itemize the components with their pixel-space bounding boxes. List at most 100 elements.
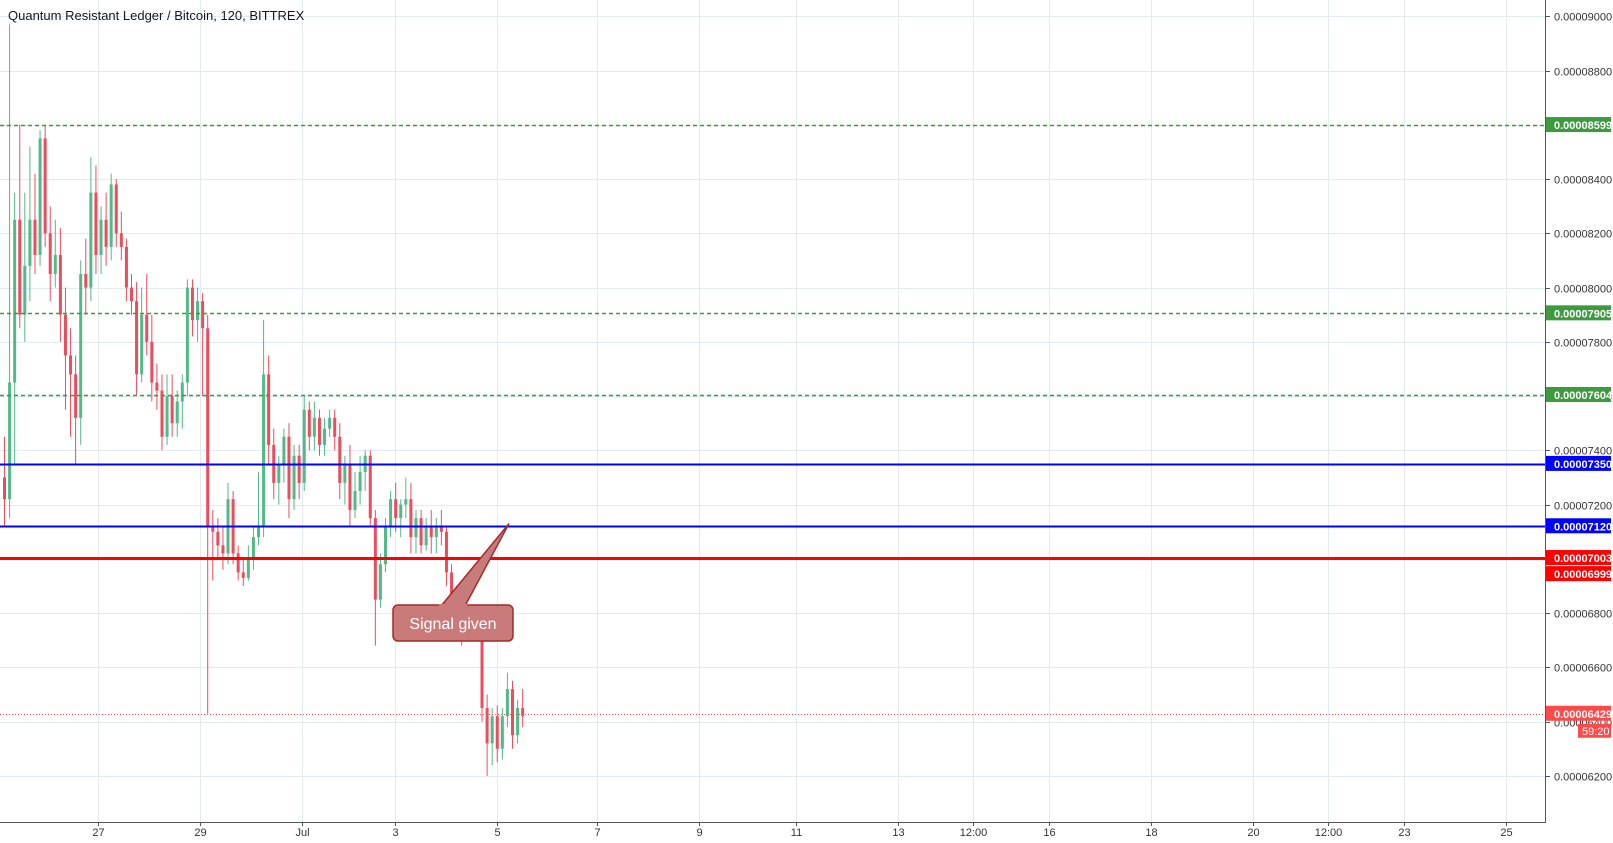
candle-body: [39, 138, 42, 255]
candle-body: [166, 396, 169, 437]
candle-body: [191, 288, 194, 321]
candle-body: [293, 456, 296, 499]
candle-body: [49, 233, 52, 274]
candle-down[interactable]: [369, 450, 372, 526]
candle-body: [221, 545, 224, 553]
candle-body: [33, 220, 36, 255]
candle-body: [120, 233, 123, 247]
candle-body: [282, 437, 285, 464]
price-tag-text: 0.00007905: [1554, 308, 1612, 320]
candle-up[interactable]: [79, 260, 82, 444]
candle-body: [511, 689, 514, 735]
price-tick-label: 0.00006600: [1554, 663, 1612, 675]
price-tick-label: 0.00006800: [1554, 609, 1612, 621]
time-tick-label: 11: [791, 827, 802, 838]
time-tick-label: 9: [696, 827, 702, 838]
level-price-tag: 0.00008599: [1546, 117, 1612, 132]
time-tick-label: 23: [1398, 827, 1410, 838]
annotation-text: Signal given: [409, 616, 496, 633]
price-tick-label: 0.00006200: [1554, 772, 1612, 784]
candle-body: [389, 499, 392, 526]
candle-body: [176, 402, 179, 424]
time-tick-label: 25: [1500, 827, 1512, 838]
candle-body: [125, 247, 128, 288]
candle-body: [516, 708, 519, 735]
last-price-tag: 0.00006429: [1546, 706, 1612, 721]
candle-body: [216, 532, 219, 546]
price-tick-label: 0.00007800: [1554, 338, 1612, 350]
candle-body: [18, 220, 21, 315]
candle-body: [186, 288, 189, 383]
time-tick-label: 3: [392, 827, 398, 838]
candle-body: [379, 564, 382, 599]
candle-body: [323, 429, 326, 445]
price-tag-text: 0.00007120: [1554, 521, 1612, 533]
candle-body: [155, 383, 158, 391]
candle-up[interactable]: [303, 396, 306, 491]
candle-body: [201, 301, 204, 328]
candle-body: [130, 288, 133, 302]
annotation-joint: [439, 604, 467, 608]
price-tag-text: 0.00007003: [1554, 553, 1612, 565]
candle-body: [44, 138, 47, 233]
candle-up[interactable]: [186, 279, 189, 396]
candle-body: [496, 716, 499, 749]
price-tag-text: 0.00006999: [1554, 569, 1612, 581]
candle-body: [110, 184, 113, 246]
time-tick-label: 12:00: [960, 827, 988, 838]
candle-body: [333, 418, 336, 437]
candle-body: [267, 374, 270, 445]
candle-body: [237, 553, 240, 572]
candle-body: [287, 437, 290, 499]
price-tag-text: 0.00006429: [1554, 709, 1612, 721]
candle-body: [181, 383, 184, 402]
candle-body: [338, 437, 341, 483]
candle-body: [318, 418, 321, 445]
time-tick-label: 27: [92, 827, 104, 838]
candle-body: [409, 499, 412, 537]
candle-body: [486, 708, 489, 743]
candle-body: [252, 537, 255, 559]
time-tick-label: 20: [1247, 827, 1259, 838]
candle-down[interactable]: [232, 491, 235, 564]
price-tag-text: 0.00007350: [1554, 459, 1612, 471]
candle-body: [3, 477, 6, 499]
candle-body: [328, 418, 331, 429]
candle-body: [28, 220, 31, 266]
candle-body: [160, 391, 163, 437]
price-tick-label: 0.00008200: [1554, 229, 1612, 241]
candle-body: [359, 472, 362, 491]
time-tick-label: 13: [892, 827, 904, 838]
candle-body: [425, 526, 428, 545]
candle-body: [13, 220, 16, 383]
time-tick-label: 29: [194, 827, 206, 838]
candle-body: [308, 410, 311, 437]
level-price-tag: 0.00007604: [1546, 387, 1613, 402]
candle-body: [430, 526, 433, 537]
candle-body: [135, 301, 138, 374]
price-tick-label: 0.00009000: [1554, 12, 1612, 24]
candle-body: [64, 315, 67, 356]
candle-body: [206, 328, 209, 526]
price-axis[interactable]: 0.000062000.000064000.000066000.00006800…: [1546, 0, 1613, 838]
level-price-tag: 0.00007120: [1546, 518, 1612, 533]
candle-body: [115, 184, 118, 233]
candle-body: [196, 301, 199, 320]
countdown-tag: 59:20: [1578, 724, 1611, 738]
candle-up[interactable]: [39, 130, 42, 266]
time-tick-label: 5: [494, 827, 500, 838]
candle-down[interactable]: [44, 125, 47, 247]
price-tick-label: 0.00008000: [1554, 284, 1612, 296]
price-tick-label: 0.00008800: [1554, 67, 1612, 79]
candle-body: [150, 342, 153, 383]
candle-body: [145, 315, 148, 342]
price-tag-text: 0.00007604: [1554, 390, 1613, 402]
candle-body: [404, 499, 407, 504]
countdown-text: 59:20: [1582, 726, 1610, 738]
extra-price-tag: 0.00006999: [1546, 566, 1612, 581]
candle-body: [303, 410, 306, 483]
price-tag-text: 0.00008599: [1554, 120, 1612, 132]
